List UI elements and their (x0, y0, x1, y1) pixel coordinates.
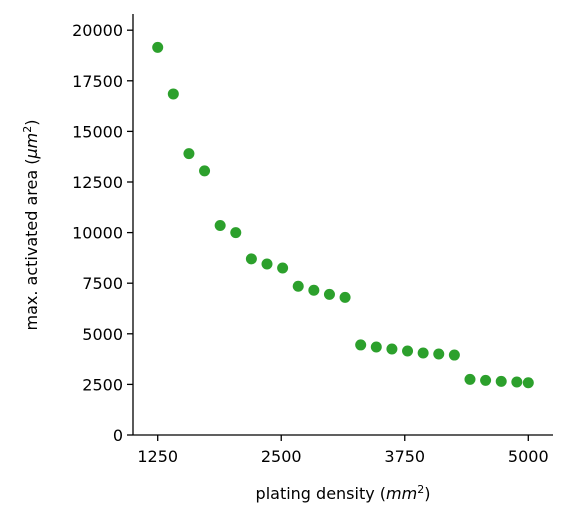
y-tick-label: 20000 (72, 21, 123, 40)
data-point (261, 258, 273, 270)
data-point (245, 253, 257, 265)
data-point (402, 345, 414, 357)
x-ticks: 1250 2500 3750 5000 (137, 435, 549, 466)
x-axis-label: plating density (mm2) (256, 483, 431, 504)
data-point (370, 341, 382, 353)
data-point (355, 339, 367, 351)
y-tick-label: 10000 (72, 224, 123, 243)
x-tick-label: 5000 (508, 447, 549, 466)
data-point (308, 284, 320, 296)
x-tick-label: 3750 (384, 447, 425, 466)
data-point (339, 291, 351, 303)
data-point (480, 374, 492, 386)
data-point (292, 280, 304, 292)
data-point (214, 220, 226, 232)
y-tick-label: 5000 (82, 325, 123, 344)
y-tick-label: 0 (113, 426, 123, 445)
y-tick-label: 2500 (82, 375, 123, 394)
data-point (511, 376, 523, 388)
y-ticks: 0 2500 5000 7500 10000 12500 15000 17500 20000 (72, 21, 133, 445)
data-point (433, 348, 445, 360)
data-point (448, 349, 460, 361)
data-point (522, 377, 534, 389)
data-point (323, 288, 335, 300)
y-tick-label: 15000 (72, 122, 123, 141)
data-point (152, 41, 164, 53)
y-tick-label: 17500 (72, 72, 123, 91)
data-point (495, 375, 507, 387)
data-point (199, 165, 211, 177)
data-point (417, 347, 429, 359)
data-point (277, 262, 289, 274)
data-point (183, 148, 195, 160)
y-axis-label: max. activated area (μm2) (21, 119, 42, 330)
data-point (230, 227, 242, 239)
y-tick-label: 7500 (82, 274, 123, 293)
y-tick-label: 12500 (72, 173, 123, 192)
x-tick-label: 2500 (261, 447, 302, 466)
data-point (386, 343, 398, 355)
data-points (152, 41, 534, 389)
x-tick-label: 1250 (137, 447, 178, 466)
data-point (464, 373, 476, 385)
data-point (167, 88, 179, 100)
